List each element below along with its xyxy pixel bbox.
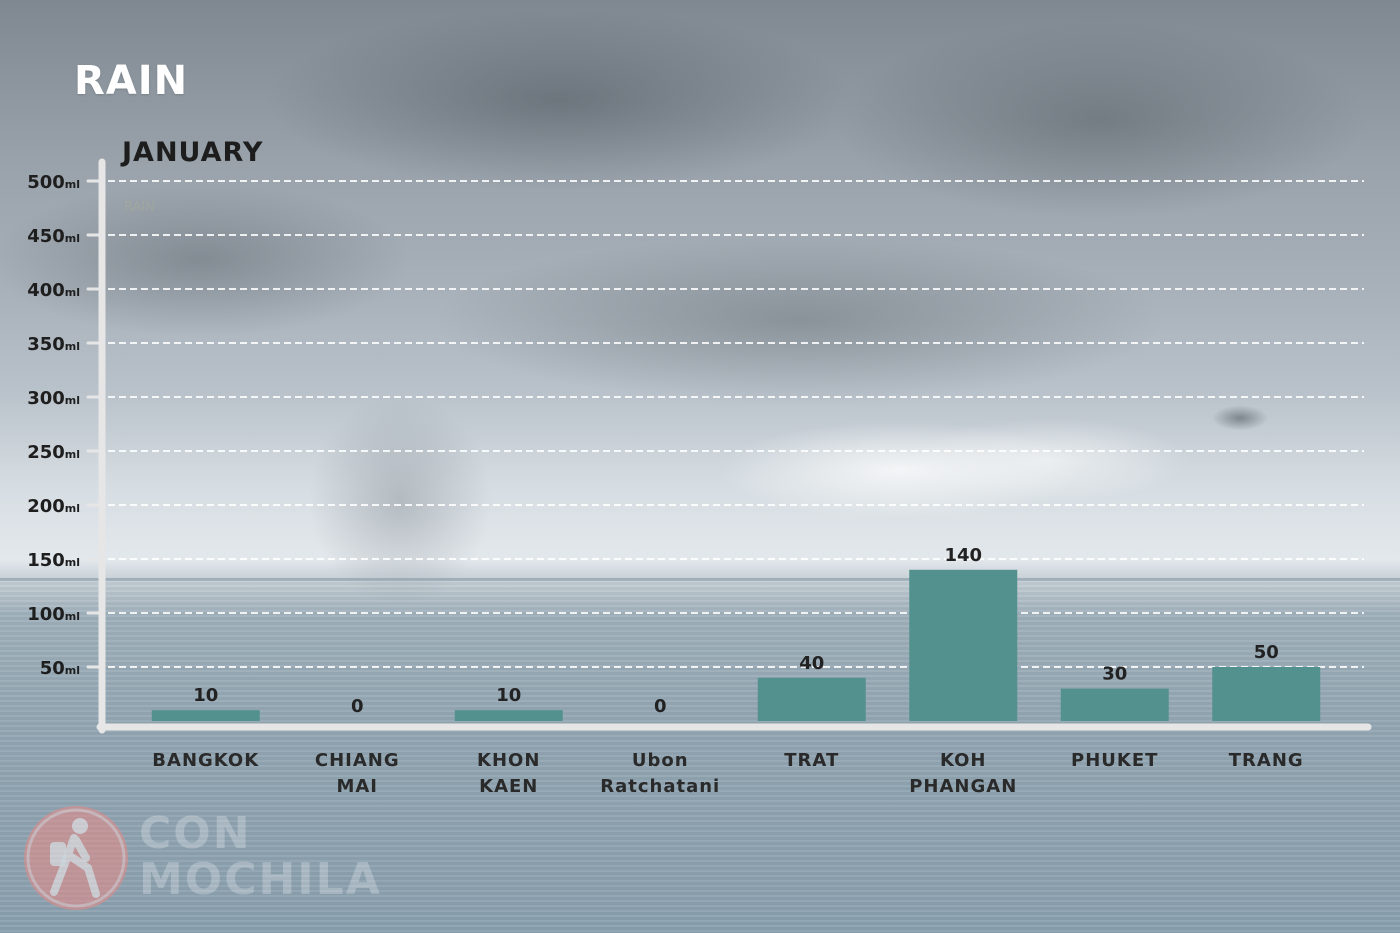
y-tick-label: 450ml: [27, 226, 80, 247]
logo-text-line2: MOCHILA: [139, 854, 382, 905]
x-tick-label: CHIANG: [315, 750, 400, 771]
x-tick-label: KHON: [477, 750, 540, 771]
y-tick-value: 200: [27, 496, 65, 517]
bars: [151, 569, 1321, 721]
y-tick-value: 100: [27, 604, 65, 625]
x-tick-label: KOH: [940, 750, 987, 771]
y-tick-unit: ml: [65, 286, 80, 299]
x-tick-label: PHUKET: [1071, 750, 1158, 771]
sea-horizon: [0, 578, 1400, 581]
y-tick-label: 150ml: [27, 550, 80, 571]
x-tick-label: TRAT: [784, 750, 839, 771]
y-tick-value: 50: [40, 658, 65, 679]
x-tick-label: MAI: [336, 776, 378, 797]
y-tick-unit: ml: [65, 394, 80, 407]
data-label: 30: [1102, 664, 1127, 685]
bar: [1060, 688, 1169, 721]
y-tick-unit: ml: [65, 610, 80, 623]
con-mochila-logo: CON MOCHILA: [24, 806, 380, 916]
data-label: 10: [496, 685, 521, 706]
y-tick-unit: ml: [65, 664, 80, 677]
page-title: RAIN: [74, 58, 189, 104]
y-tick-label: 200ml: [27, 496, 80, 517]
bar: [454, 710, 563, 721]
data-label: 0: [351, 696, 364, 717]
y-tick-unit: ml: [65, 502, 80, 515]
data-label: 10: [193, 685, 218, 706]
y-tick-value: 300: [27, 388, 65, 409]
x-tick-label: Ubon: [632, 750, 689, 771]
bar: [1212, 667, 1321, 721]
y-tick-label: 300ml: [27, 388, 80, 409]
series-name-label: RAIN: [124, 200, 155, 215]
y-tick-label: 400ml: [27, 280, 80, 301]
data-label: 40: [799, 653, 824, 674]
logo-text-line1: CON: [139, 808, 252, 859]
bar: [151, 710, 260, 721]
x-tick-label: PHANGAN: [909, 776, 1017, 797]
y-tick-value: 400: [27, 280, 65, 301]
gridlines: [108, 180, 1364, 668]
data-label: 140: [944, 545, 982, 566]
bar: [757, 677, 866, 721]
y-tick-value: 450: [27, 226, 65, 247]
data-label: 0: [654, 696, 667, 717]
x-tick-label: BANGKOK: [152, 750, 259, 771]
y-tick-unit: ml: [65, 340, 80, 353]
x-tick-label: TRANG: [1229, 750, 1304, 771]
sea-background: [0, 580, 1400, 933]
y-tick-label: 100ml: [27, 604, 80, 625]
backpacker-logo-icon: [24, 806, 128, 910]
y-tick-value: 500: [27, 172, 65, 193]
chart-title: JANUARY: [122, 137, 264, 168]
y-tick-value: 250: [27, 442, 65, 463]
data-label: 50: [1254, 642, 1279, 663]
x-tick-label: Ratchatani: [600, 776, 720, 797]
y-tick-unit: ml: [65, 232, 80, 245]
bar: [909, 569, 1018, 721]
x-tick-label: KAEN: [479, 776, 538, 797]
y-tick-value: 350: [27, 334, 65, 355]
y-tick-unit: ml: [65, 448, 80, 461]
y-tick-label: 350ml: [27, 334, 80, 355]
y-tick-value: 150: [27, 550, 65, 571]
y-tick-unit: ml: [65, 556, 80, 569]
axes: [86, 158, 1372, 734]
y-tick-label: 500ml: [27, 172, 80, 193]
y-tick-unit: ml: [65, 178, 80, 191]
y-tick-label: 250ml: [27, 442, 80, 463]
labels: 50ml100ml150ml200ml250ml300ml350ml400ml4…: [27, 172, 1304, 797]
y-tick-label: 50ml: [40, 658, 80, 679]
